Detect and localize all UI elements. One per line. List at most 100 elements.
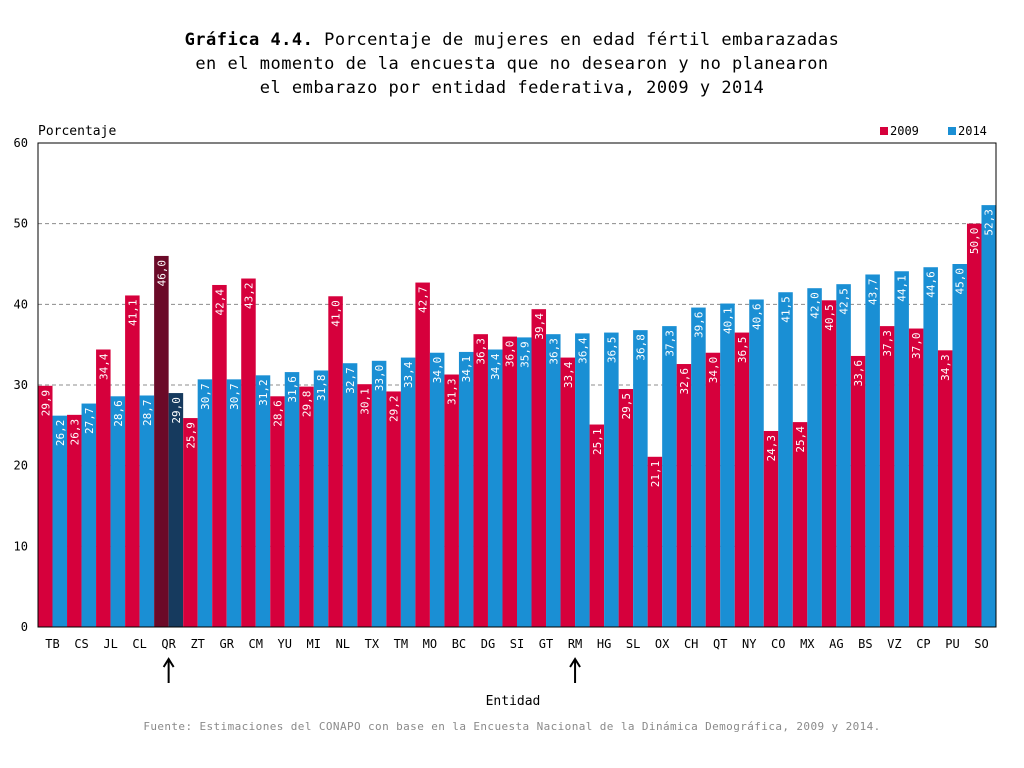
value-label-2009-VZ: 37,3 [881,330,894,357]
x-tick-label-MI: MI [307,637,321,651]
value-label-2009-GT: 39,4 [533,313,546,340]
value-label-2014-SL: 36,8 [634,334,647,361]
bar-2009-CM [241,278,256,627]
x-tick-label-NL: NL [336,637,350,651]
arrow-markers [162,657,581,683]
value-label-2014-HG: 36,5 [605,337,618,364]
value-label-2009-NY: 36,5 [736,337,749,364]
x-tick-label-RM: RM [568,637,582,651]
value-label-2014-PU: 45,0 [954,268,967,295]
value-label-2014-QT: 40,1 [721,308,734,335]
value-label-2009-YU: 28,6 [272,400,285,427]
value-label-2009-AG: 40,5 [823,304,836,331]
value-label-2014-SI: 35,9 [518,341,531,368]
value-label-2014-CM: 31,2 [257,379,270,406]
value-label-2009-CO: 24,3 [765,435,778,462]
bar-2014-CO [778,292,793,627]
bar-2009-CO [763,430,779,627]
bar-2009-CL [125,295,140,627]
legend: 2009 2014 [880,124,987,138]
bar-2009-QT [705,352,721,627]
y-tick-label: 40 [14,297,28,311]
bar-2014-DG [487,349,503,627]
bar-2009-GR [212,284,227,627]
bar-2009-ZT [183,418,198,627]
value-label-2014-GR: 30,7 [228,383,241,410]
x-tick-label-MO: MO [423,637,437,651]
value-label-2014-CL: 28,7 [141,399,154,426]
value-label-2009-MO: 42,7 [417,287,430,314]
value-label-2009-RM: 33,4 [562,361,575,388]
value-label-2009-PU: 34,3 [939,354,952,381]
source-note: Fuente: Estimaciones del CONAPO con base… [143,720,881,733]
x-tick-label-SO: SO [974,637,988,651]
bar-2014-CH [691,307,706,627]
y-axis-ticks: 0 10 20 30 40 50 60 [14,136,28,634]
value-label-2014-DG: 34,4 [489,353,502,380]
bar-2009-QR [154,255,169,627]
bar-2014-GR [226,379,242,627]
legend-label-2014: 2014 [958,124,987,138]
bar-2014-GT [546,334,561,627]
bar-2009-SO [966,223,982,627]
bar-2014-QR [168,393,184,627]
value-label-2014-CS: 27,7 [83,408,96,435]
x-tick-label-CL: CL [132,637,146,651]
x-tick-label-GT: GT [539,637,553,651]
bar-2014-ZT [197,379,213,627]
bar-2009-RM [560,357,576,627]
bar-chart: 29,926,2 26,3 27,7 34,4 28,6 41,1 28,7 46,0 29,0… [14,124,997,709]
value-labels-group: 29,926,2 26,3 27,7 34,4 28,6 41,1 28,7 46,0 29,0… [39,209,995,487]
bars-group [38,205,996,627]
bar-2014-YU [284,372,300,627]
value-label-2014-CH: 39,6 [692,312,705,339]
x-tick-label-CO: CO [771,637,785,651]
value-label-2009-CS: 26,3 [68,419,81,446]
value-label-2009-MX: 25,4 [794,426,807,453]
x-tick-label-NY: NY [742,637,757,651]
bar-2009-DG [473,334,488,627]
bar-2014-CP [923,267,938,627]
x-tick-label-TM: TM [394,637,408,651]
value-label-2009-CM: 43,2 [242,283,255,310]
value-label-2014-BS: 43,7 [867,278,880,305]
value-label-2009-SI: 36,0 [504,341,517,368]
bar-2014-PU [952,264,967,627]
bar-2014-BS [865,274,880,627]
bar-2009-TM [386,391,401,627]
value-label-2014-JL: 28,6 [112,400,125,427]
x-tick-label-GR: GR [219,637,234,651]
x-tick-label-CM: CM [249,637,263,651]
value-label-2014-RM: 36,4 [576,337,589,364]
x-tick-label-SI: SI [510,637,524,651]
x-tick-label-MX: MX [800,637,815,651]
value-label-2014-QR: 29,0 [170,397,183,424]
value-label-2009-JL: 34,4 [97,353,110,380]
bar-2009-VZ [879,326,895,627]
x-tick-label-OX: OX [655,637,670,651]
value-label-2009-GR: 42,4 [213,289,226,316]
bar-2014-MX [807,288,822,627]
value-label-2014-CP: 44,6 [925,271,938,298]
bar-2009-JL [96,349,111,627]
value-label-2009-MI: 29,8 [301,391,314,418]
bar-2009-TB [38,385,53,627]
x-tick-label-PU: PU [945,637,959,651]
title-line3: el embarazo por entidad federativa, 2009… [259,78,765,98]
value-label-2014-GT: 36,3 [547,338,560,365]
bar-2009-NY [734,332,750,627]
value-label-2009-TM: 29,2 [388,395,401,422]
value-label-2014-MI: 31,8 [315,374,328,401]
bar-2014-NL [342,363,358,627]
bar-2014-SI [517,337,532,627]
bar-2014-SL [633,330,648,627]
bar-2014-MI [313,370,329,627]
bar-2014-SO [981,205,996,627]
bar-2014-TM [400,357,416,627]
value-label-2014-TB: 26,2 [54,420,67,447]
bar-2009-MO [415,282,430,627]
bar-2009-YU [270,396,285,627]
bar-2014-TB [52,415,68,627]
value-label-2009-QR: 46,0 [155,260,168,287]
x-tick-label-CP: CP [916,637,930,651]
